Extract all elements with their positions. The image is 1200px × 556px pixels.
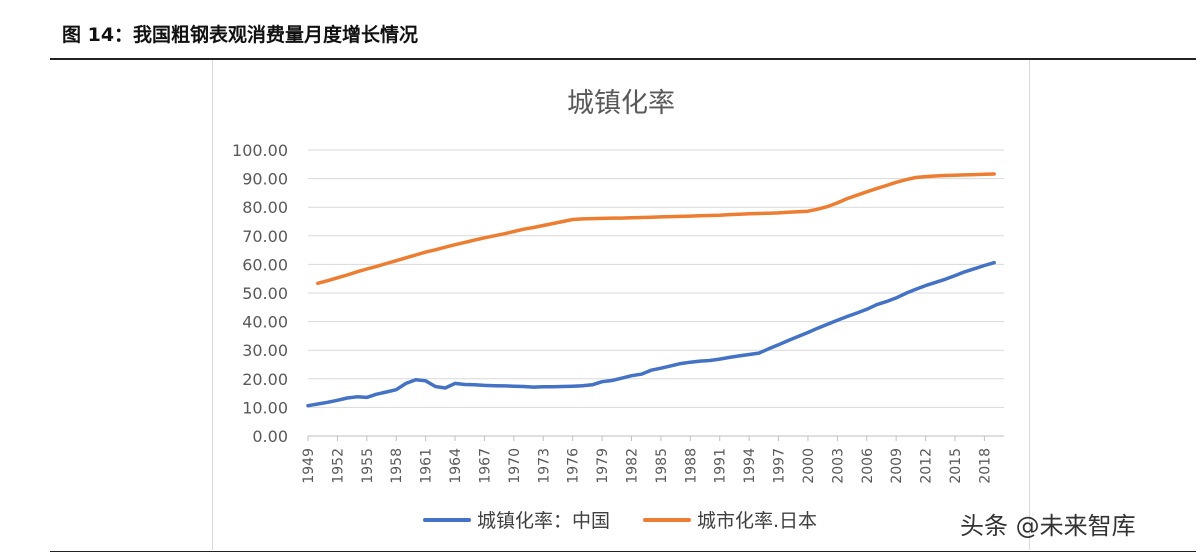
x-tick-label: 2000	[801, 448, 817, 484]
x-tick-label: 1967	[477, 448, 493, 484]
y-tick-label: 80.00	[242, 198, 288, 217]
y-tick-label: 50.00	[242, 284, 288, 303]
legend: 城镇化率：中国 城市化率.日本	[423, 510, 817, 532]
x-tick-label: 1985	[654, 448, 670, 484]
x-tick-label: 2018	[977, 448, 993, 484]
chart-title: 城镇化率	[567, 88, 675, 119]
x-tick-label: 1991	[713, 448, 729, 484]
x-tick-label: 1976	[566, 448, 582, 484]
x-tick-label: 1973	[536, 448, 552, 484]
y-tick-label: 90.00	[242, 170, 288, 189]
x-tick-label: 1982	[624, 448, 640, 484]
series-lines	[306, 172, 996, 408]
x-tick-label: 1970	[507, 448, 523, 484]
y-axis-tick-labels: 0.00 10.00 20.00 30.00 40.00 50.00 60.00 70.00 8…	[232, 141, 288, 446]
x-tick-label: 1979	[595, 448, 611, 484]
x-tick-label: 2009	[889, 448, 905, 484]
x-tick-label: 1952	[330, 448, 346, 484]
y-tick-label: 0.00	[252, 427, 288, 446]
legend-label-0: 城镇化率：中国	[477, 510, 610, 532]
x-tick-label: 2015	[948, 448, 964, 484]
y-tick-label: 70.00	[242, 227, 288, 246]
x-tick-label: 1949	[301, 448, 317, 484]
series-line-0	[306, 260, 996, 408]
y-tick-label: 30.00	[242, 341, 288, 360]
x-tick-label: 1994	[742, 448, 758, 484]
series-line-1	[316, 172, 996, 286]
caption-top-rule	[50, 58, 1196, 60]
x-tick-label: 1988	[683, 448, 699, 484]
y-tick-label: 40.00	[242, 313, 288, 332]
x-tick-label: 1958	[389, 448, 405, 484]
gridlines	[308, 149, 1004, 437]
figure-caption: 图 14：我国粗钢表观消费量月度增长情况	[62, 24, 419, 46]
x-axis-tick-labels: 1949 1952 1955 1958 1961 1964 1967 1970 1973 1976…	[301, 436, 993, 484]
y-tick-label: 20.00	[242, 370, 288, 389]
x-tick-label: 2006	[860, 448, 876, 484]
y-tick-label: 10.00	[242, 398, 288, 417]
legend-label-1: 城市化率.日本	[697, 510, 817, 532]
y-tick-label: 100.00	[232, 141, 288, 160]
x-tick-label: 2012	[919, 448, 935, 484]
x-tick-label: 1997	[772, 448, 788, 484]
y-tick-label: 60.00	[242, 255, 288, 274]
watermark: 头条 @未来智库	[960, 512, 1136, 540]
x-tick-label: 1964	[448, 448, 464, 484]
urbanization-line-chart: 城镇化率 0.00 10.00 20.00 30.00 40.00 50.00 60.00 7…	[232, 88, 1004, 532]
caption-bottom-rule	[50, 551, 1196, 552]
x-tick-label: 1955	[360, 448, 376, 484]
x-tick-label: 2003	[830, 448, 846, 484]
chart-frame	[212, 60, 1030, 550]
x-tick-label: 1961	[419, 448, 435, 484]
